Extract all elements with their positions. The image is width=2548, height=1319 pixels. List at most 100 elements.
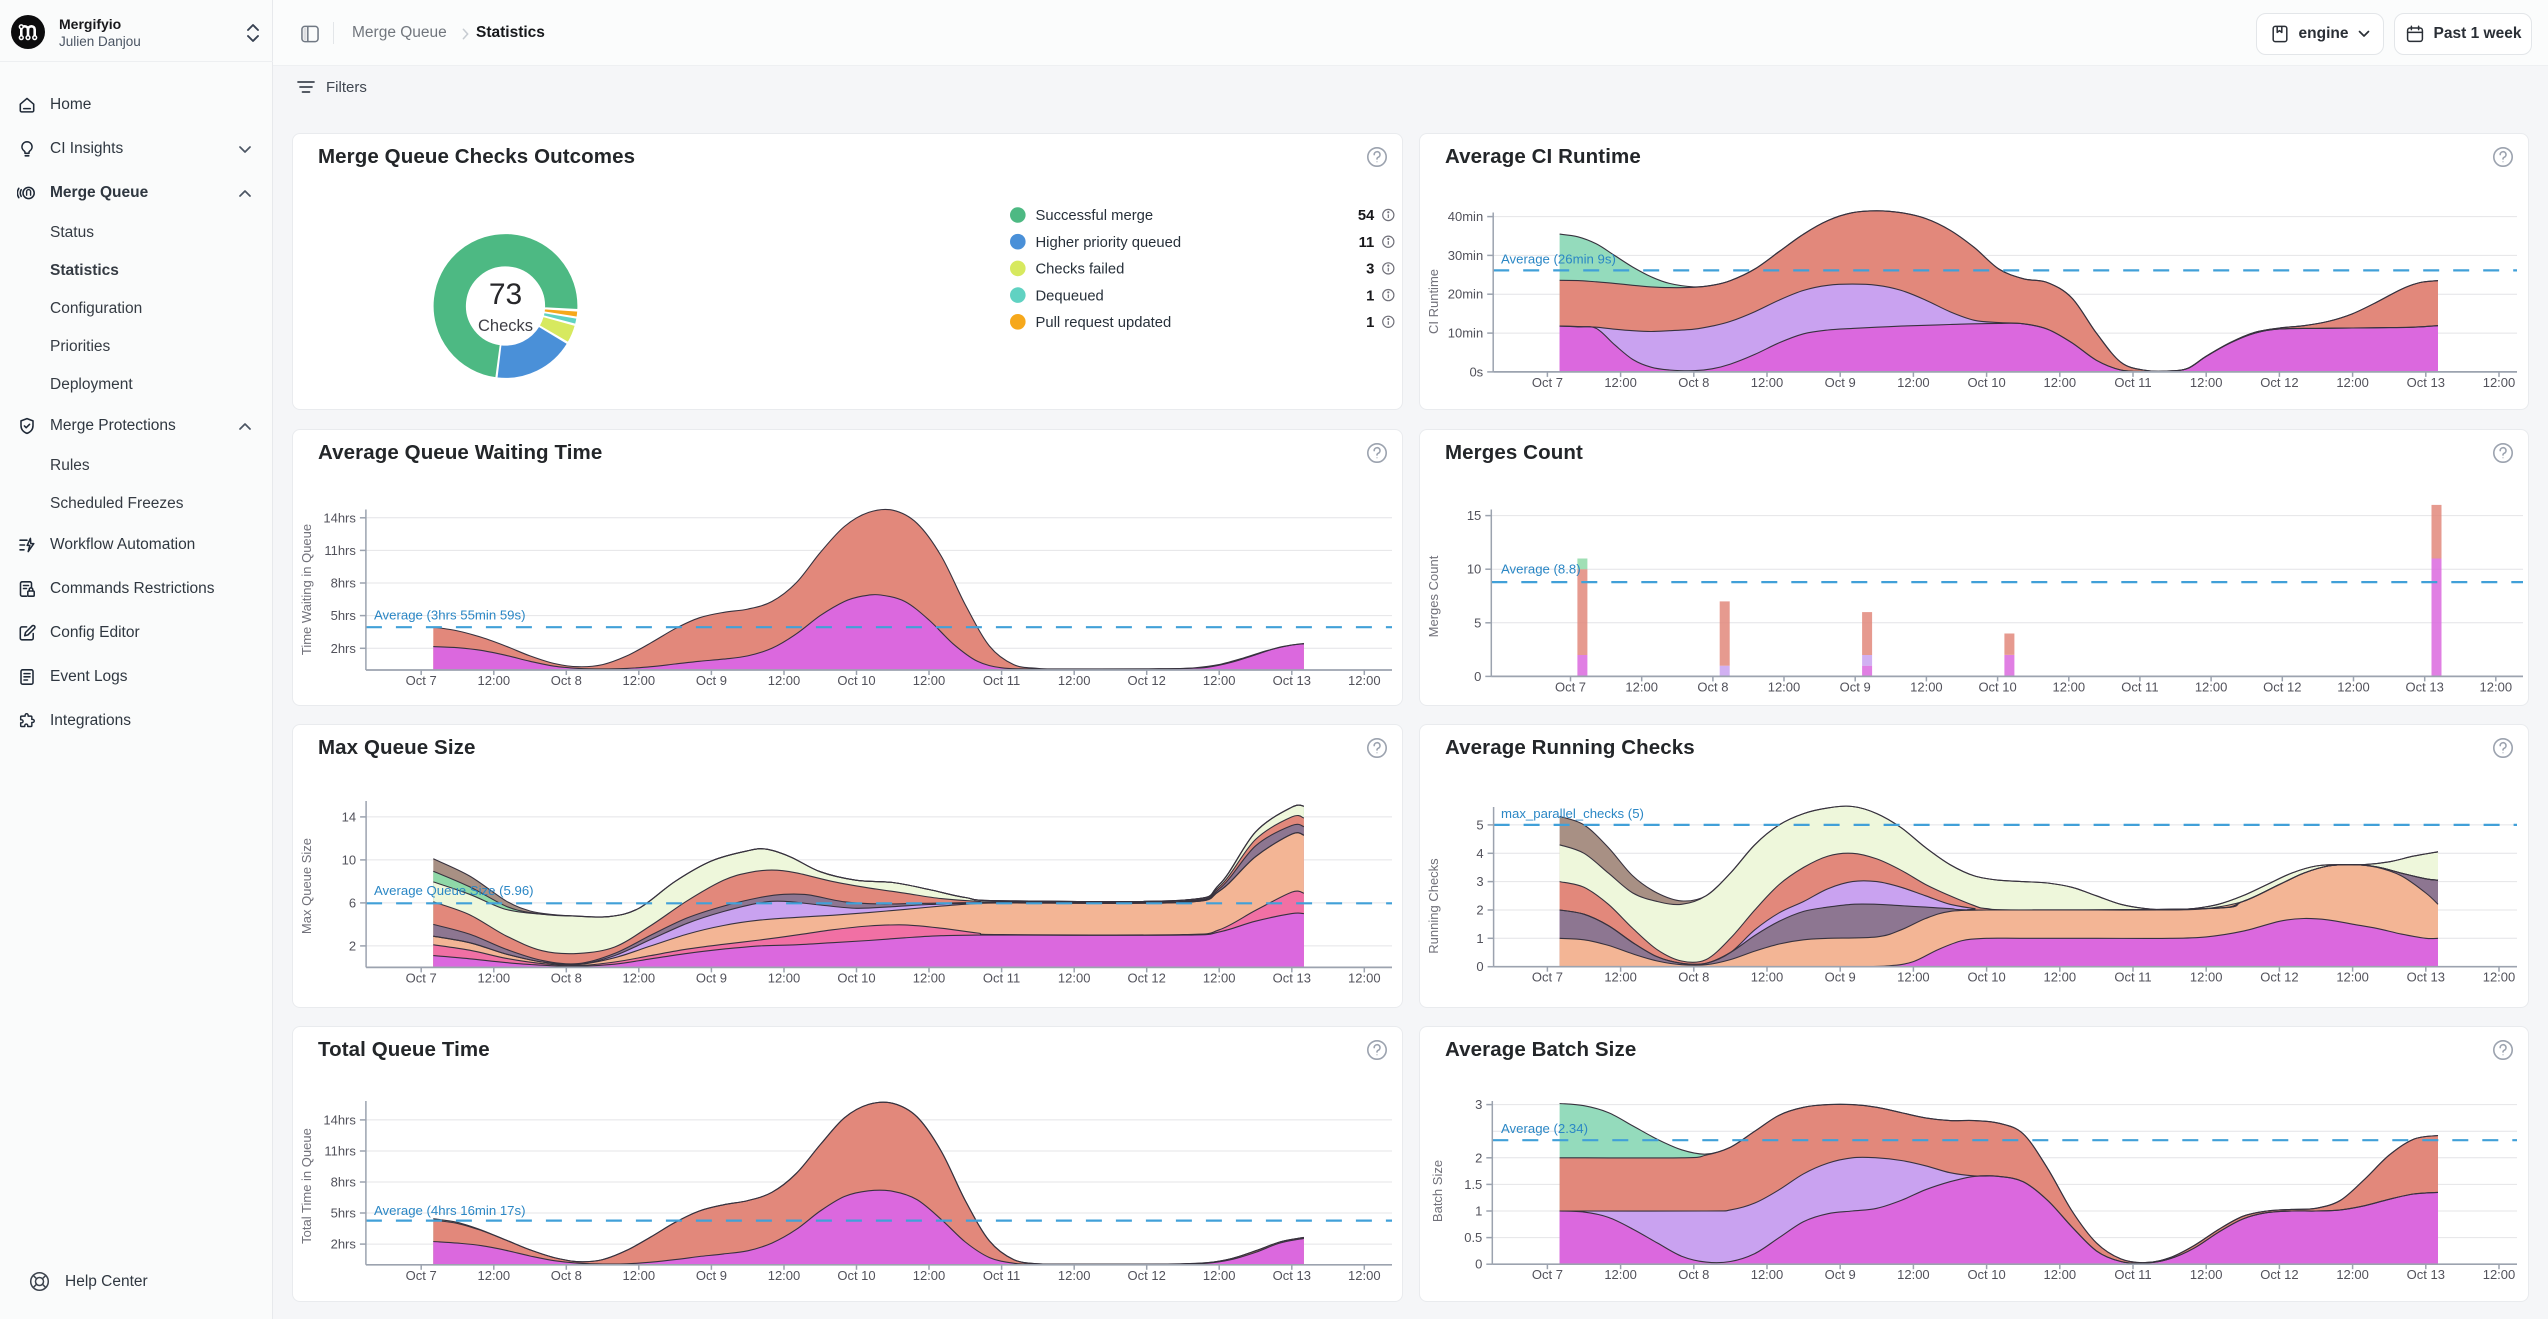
svg-text:Time Waiting in Queue: Time Waiting in Queue bbox=[299, 523, 314, 654]
svg-text:12:00: 12:00 bbox=[478, 1268, 511, 1283]
svg-text:14hrs: 14hrs bbox=[323, 1112, 356, 1127]
svg-text:12:00: 12:00 bbox=[623, 1268, 656, 1283]
svg-text:Oct 11: Oct 11 bbox=[2114, 374, 2151, 389]
svg-text:10: 10 bbox=[342, 852, 356, 867]
svg-text:12:00: 12:00 bbox=[1058, 673, 1091, 688]
svg-text:12:00: 12:00 bbox=[2483, 374, 2516, 389]
svg-text:Dequeued: Dequeued bbox=[1036, 288, 1104, 304]
svg-text:12:00: 12:00 bbox=[2480, 679, 2513, 694]
svg-text:Oct 9: Oct 9 bbox=[1825, 1267, 1856, 1282]
svg-text:12:00: 12:00 bbox=[2044, 970, 2077, 985]
svg-text:Oct 8: Oct 8 bbox=[551, 970, 582, 985]
svg-text:12:00: 12:00 bbox=[2053, 679, 2086, 694]
svg-text:12:00: 12:00 bbox=[768, 1268, 801, 1283]
svg-text:12:00: 12:00 bbox=[1203, 1268, 1236, 1283]
svg-text:Oct 13: Oct 13 bbox=[2407, 1267, 2445, 1282]
svg-text:5hrs: 5hrs bbox=[331, 608, 357, 623]
svg-text:Running Checks: Running Checks bbox=[1426, 858, 1441, 954]
svg-text:1: 1 bbox=[1476, 931, 1483, 946]
svg-text:12:00: 12:00 bbox=[623, 673, 656, 688]
svg-text:12:00: 12:00 bbox=[1058, 1268, 1091, 1283]
svg-text:CI Runtime: CI Runtime bbox=[1426, 268, 1441, 333]
svg-text:3: 3 bbox=[1476, 874, 1483, 889]
svg-text:12:00: 12:00 bbox=[478, 970, 511, 985]
svg-text:Oct 9: Oct 9 bbox=[696, 673, 727, 688]
svg-text:12:00: 12:00 bbox=[1058, 970, 1091, 985]
svg-text:8hrs: 8hrs bbox=[331, 1175, 357, 1190]
svg-text:Oct 11: Oct 11 bbox=[983, 1268, 1020, 1283]
svg-text:73: 73 bbox=[489, 278, 522, 311]
svg-text:Oct 7: Oct 7 bbox=[406, 673, 437, 688]
svg-text:Oct 13: Oct 13 bbox=[1273, 673, 1311, 688]
svg-text:Oct 13: Oct 13 bbox=[2407, 970, 2445, 985]
svg-text:12:00: 12:00 bbox=[768, 673, 801, 688]
svg-text:11hrs: 11hrs bbox=[324, 1144, 356, 1159]
svg-text:Oct 12: Oct 12 bbox=[2260, 374, 2298, 389]
svg-text:12:00: 12:00 bbox=[2336, 374, 2369, 389]
svg-text:Oct 7: Oct 7 bbox=[406, 970, 437, 985]
svg-text:Oct 7: Oct 7 bbox=[406, 1268, 437, 1283]
svg-text:12:00: 12:00 bbox=[768, 970, 801, 985]
svg-text:10: 10 bbox=[1467, 561, 1481, 576]
svg-text:Oct 8: Oct 8 bbox=[551, 673, 582, 688]
svg-text:Merges Count: Merges Count bbox=[1426, 555, 1441, 637]
svg-text:12:00: 12:00 bbox=[1768, 679, 1801, 694]
svg-text:8hrs: 8hrs bbox=[331, 575, 357, 590]
svg-text:Max Queue Size: Max Queue Size bbox=[299, 838, 314, 934]
svg-text:Oct 10: Oct 10 bbox=[1967, 1267, 2005, 1282]
svg-text:12:00: 12:00 bbox=[1751, 970, 1784, 985]
svg-text:0: 0 bbox=[1475, 1257, 1482, 1272]
svg-text:0: 0 bbox=[1476, 959, 1483, 974]
svg-text:0: 0 bbox=[1474, 668, 1481, 683]
svg-text:Oct 9: Oct 9 bbox=[1825, 970, 1856, 985]
svg-text:Average (26min 9s): Average (26min 9s) bbox=[1501, 251, 1616, 266]
svg-text:12:00: 12:00 bbox=[2336, 1267, 2369, 1282]
svg-text:12:00: 12:00 bbox=[1604, 374, 1637, 389]
svg-text:Average (2.34): Average (2.34) bbox=[1501, 1121, 1588, 1136]
svg-text:Oct 13: Oct 13 bbox=[1273, 970, 1311, 985]
svg-text:5: 5 bbox=[1476, 817, 1483, 832]
svg-text:12:00: 12:00 bbox=[2190, 1267, 2223, 1282]
svg-text:12:00: 12:00 bbox=[2195, 679, 2228, 694]
svg-text:12:00: 12:00 bbox=[1751, 1267, 1784, 1282]
svg-text:12:00: 12:00 bbox=[2190, 970, 2223, 985]
svg-text:12:00: 12:00 bbox=[1348, 1268, 1381, 1283]
svg-text:30min: 30min bbox=[1448, 247, 1483, 262]
svg-text:4: 4 bbox=[1476, 846, 1483, 861]
svg-text:0s: 0s bbox=[1469, 364, 1483, 379]
svg-text:54: 54 bbox=[1358, 208, 1375, 224]
svg-text:Oct 11: Oct 11 bbox=[2121, 679, 2158, 694]
svg-text:12:00: 12:00 bbox=[1203, 970, 1236, 985]
svg-text:Oct 12: Oct 12 bbox=[1128, 673, 1166, 688]
svg-text:Average (8.8): Average (8.8) bbox=[1501, 561, 1581, 576]
svg-text:Oct 11: Oct 11 bbox=[2114, 970, 2151, 985]
svg-text:12:00: 12:00 bbox=[1604, 1267, 1637, 1282]
svg-text:Oct 10: Oct 10 bbox=[1967, 374, 2005, 389]
svg-text:12:00: 12:00 bbox=[913, 970, 946, 985]
svg-text:Oct 12: Oct 12 bbox=[2260, 1267, 2298, 1282]
svg-text:6: 6 bbox=[349, 895, 356, 910]
svg-text:11: 11 bbox=[1359, 234, 1375, 250]
svg-text:2: 2 bbox=[1475, 1150, 1482, 1165]
svg-text:Oct 11: Oct 11 bbox=[983, 673, 1020, 688]
svg-text:12:00: 12:00 bbox=[1897, 970, 1930, 985]
svg-text:Pull request updated: Pull request updated bbox=[1036, 315, 1172, 331]
svg-text:12:00: 12:00 bbox=[1348, 673, 1381, 688]
svg-text:5: 5 bbox=[1474, 615, 1481, 630]
svg-text:Oct 8: Oct 8 bbox=[1678, 1267, 1709, 1282]
svg-text:Oct 7: Oct 7 bbox=[1532, 374, 1563, 389]
svg-text:Oct 11: Oct 11 bbox=[2114, 1267, 2151, 1282]
svg-text:12:00: 12:00 bbox=[1910, 679, 1943, 694]
svg-text:12:00: 12:00 bbox=[2044, 1267, 2077, 1282]
svg-text:12:00: 12:00 bbox=[2190, 374, 2223, 389]
svg-text:Average (3hrs 55min 59s): Average (3hrs 55min 59s) bbox=[374, 607, 526, 622]
svg-text:Oct 9: Oct 9 bbox=[696, 1268, 727, 1283]
svg-text:max_parallel_checks (5): max_parallel_checks (5) bbox=[1501, 806, 1644, 821]
svg-text:14hrs: 14hrs bbox=[323, 510, 356, 525]
svg-text:Checks: Checks bbox=[478, 317, 533, 335]
svg-text:2: 2 bbox=[349, 938, 356, 953]
svg-text:Oct 8: Oct 8 bbox=[1678, 374, 1709, 389]
svg-text:Oct 10: Oct 10 bbox=[837, 1268, 875, 1283]
svg-text:12:00: 12:00 bbox=[2336, 970, 2369, 985]
svg-text:Oct 7: Oct 7 bbox=[1555, 679, 1586, 694]
